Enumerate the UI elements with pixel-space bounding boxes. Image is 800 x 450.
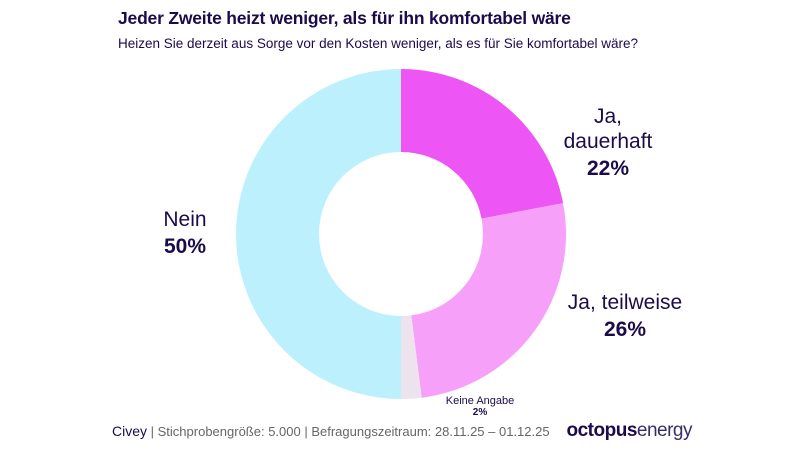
- label-keine-angabe: Keine Angabe 2%: [435, 395, 525, 418]
- slice-value: 26%: [603, 318, 647, 342]
- slice-ja-dauerhaft: [401, 69, 564, 219]
- footer-source: Civey | Stichprobengröße: 5.000 | Befrag…: [112, 423, 550, 439]
- label-ja-teilweise: Ja, teilweise 26%: [560, 290, 690, 342]
- octopus-energy-logo: octopusenergy: [567, 420, 693, 442]
- chart-title: Jeder Zweite heizt weniger, als für ihn …: [118, 8, 571, 28]
- label-nein: Nein 50%: [145, 207, 225, 259]
- chart-subtitle: Heizen Sie derzeit aus Sorge vor den Kos…: [118, 36, 639, 51]
- slice-ja-teilweise: [411, 203, 566, 398]
- logo-bold: octopus: [566, 420, 638, 441]
- logo-light: energy: [636, 420, 693, 441]
- slice-keine-angabe: [401, 315, 422, 399]
- slice-nein: [236, 69, 401, 399]
- slice-value: 22%: [586, 157, 630, 181]
- slice-label: Ja, dauerhaft: [563, 105, 653, 154]
- slice-value: 2%: [472, 407, 488, 419]
- label-ja-dauerhaft: Ja, dauerhaft 22%: [548, 104, 668, 182]
- slice-label: Keine Angabe: [445, 395, 515, 407]
- slice-label: Ja, teilweise: [567, 291, 683, 314]
- slice-label: Nein: [163, 208, 207, 231]
- footer: Civey | Stichprobengröße: 5.000 | Befrag…: [112, 418, 693, 444]
- source-details: | Stichprobengröße: 5.000 | Befragungsze…: [150, 424, 550, 439]
- source-name: Civey: [112, 423, 148, 439]
- slice-value: 50%: [163, 235, 207, 259]
